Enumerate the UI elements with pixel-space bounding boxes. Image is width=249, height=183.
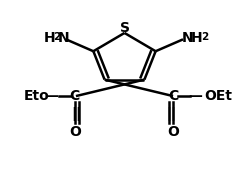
Text: ||: || bbox=[166, 107, 176, 121]
Text: —: — bbox=[188, 89, 202, 103]
Text: 2: 2 bbox=[53, 32, 60, 42]
Text: Eto: Eto bbox=[24, 89, 49, 103]
Text: C: C bbox=[168, 89, 178, 103]
Text: C: C bbox=[69, 89, 80, 103]
Text: S: S bbox=[120, 21, 129, 35]
Text: ||: || bbox=[72, 107, 82, 121]
Text: 2: 2 bbox=[201, 32, 208, 42]
Text: O: O bbox=[69, 125, 81, 139]
Text: OEt: OEt bbox=[204, 89, 232, 103]
Text: O: O bbox=[167, 125, 179, 139]
Text: H: H bbox=[44, 31, 55, 45]
Text: —: — bbox=[44, 89, 58, 103]
Text: N: N bbox=[58, 31, 70, 45]
Text: N: N bbox=[182, 31, 193, 45]
Text: H: H bbox=[191, 31, 203, 45]
